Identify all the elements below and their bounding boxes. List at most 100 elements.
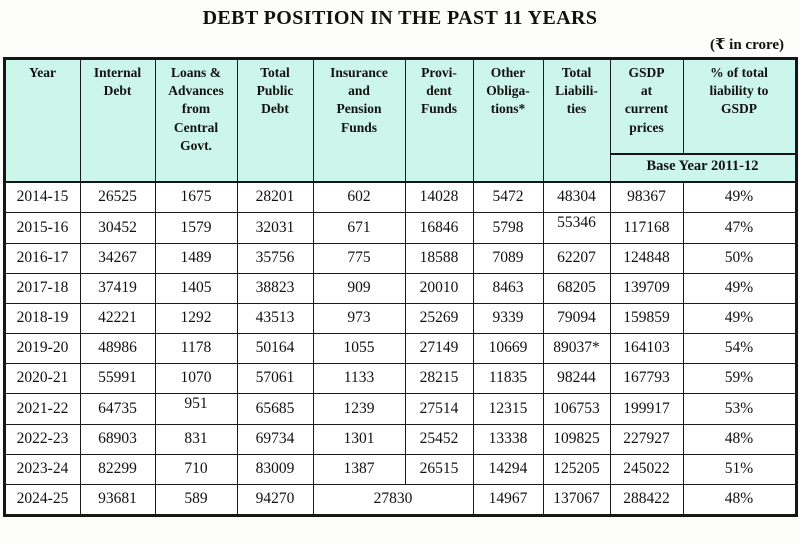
cell-loans_advances: 1405: [154, 272, 238, 304]
cell-insurance-provident-merged: 27830: [312, 483, 474, 516]
table-row: 2023-24 82299 710 83009 1387 26515 14294 125205…: [3, 453, 797, 485]
cell-provident: 20010: [404, 272, 474, 304]
page-title: DEBT POSITION IN THE PAST 11 YEARS: [202, 7, 598, 29]
cell-year: 2017-18: [3, 272, 81, 304]
header-row: Year Internal Debt Loans & Advances from C…: [3, 58, 797, 183]
cell-pct_gsdp: 50%: [682, 242, 797, 274]
cell-provident: 27514: [404, 392, 474, 425]
cell-insurance_pension: 1239: [312, 392, 406, 425]
cell-pct_gsdp: 59%: [682, 362, 797, 394]
cell-loans_advances: 1489: [154, 242, 238, 274]
cell-year: 2018-19: [3, 302, 81, 334]
cell-total_public_debt: 94270: [236, 483, 314, 516]
cell-other_obligations: 13338: [472, 423, 544, 455]
cell-internal_debt: 26525: [79, 181, 156, 213]
cell-internal_debt: 48986: [79, 332, 156, 364]
cell-internal_debt: 42221: [79, 302, 156, 334]
cell-internal_debt: 37419: [79, 272, 156, 304]
cell-internal_debt: 93681: [79, 483, 156, 516]
cell-gsdp: 245022: [609, 453, 684, 485]
cell-other_obligations: 14967: [472, 483, 544, 516]
cell-insurance_pension: 973: [312, 302, 406, 334]
cell-total_liabilities: 62207: [542, 242, 611, 274]
cell-total_liabilities: 125205: [542, 453, 611, 485]
col-header-other_obligations: Other Obliga- tions*: [472, 58, 544, 183]
table-row: 2024-25 93681 589 94270 27830 14967 137067 2884…: [3, 483, 797, 516]
cell-insurance_pension: 671: [312, 211, 406, 244]
cell-year: 2015-16: [3, 211, 81, 244]
cell-year: 2016-17: [3, 242, 81, 274]
cell-year: 2014-15: [3, 181, 81, 213]
cell-total_public_debt: 38823: [236, 272, 314, 304]
cell-total_liabilities: 89037*: [542, 332, 611, 364]
cell-pct_gsdp: 48%: [682, 423, 797, 455]
cell-loans_advances: 1292: [154, 302, 238, 334]
cell-year: 2024-25: [3, 483, 81, 516]
cell-loans_advances: 589: [154, 483, 238, 516]
cell-gsdp: 117168: [609, 211, 684, 244]
cell-other_obligations: 9339: [472, 302, 544, 334]
cell-total_liabilities: 137067: [542, 483, 611, 516]
col-header-pct_gsdp: % of total liability to GSDP: [682, 58, 797, 155]
col-header-insurance_pension: Insurance and Pension Funds: [312, 58, 406, 183]
cell-insurance_pension: 1387: [312, 453, 406, 485]
cell-pct_gsdp: 49%: [682, 302, 797, 334]
cell-total_liabilities: 79094: [542, 302, 611, 334]
cell-total_public_debt: 69734: [236, 423, 314, 455]
cell-other_obligations: 5472: [472, 181, 544, 213]
cell-other_obligations: 8463: [472, 272, 544, 304]
cell-total_public_debt: 65685: [236, 392, 314, 425]
cell-pct_gsdp: 51%: [682, 453, 797, 485]
cell-year: 2021-22: [3, 392, 81, 425]
cell-other_obligations: 12315: [472, 392, 544, 425]
cell-insurance_pension: 1133: [312, 362, 406, 394]
cell-internal_debt: 34267: [79, 242, 156, 274]
table-row: 2017-18 37419 1405 38823 909 20010 8463 68205 13…: [3, 272, 797, 304]
cell-provident: 16846: [404, 211, 474, 244]
cell-loans_advances: 1178: [154, 332, 238, 364]
cell-total_liabilities: 55346: [542, 211, 611, 244]
cell-total_public_debt: 57061: [236, 362, 314, 394]
cell-total_liabilities: 109825: [542, 423, 611, 455]
col-header-gsdp: GSDP at current prices: [609, 58, 684, 155]
cell-internal_debt: 55991: [79, 362, 156, 394]
cell-gsdp: 139709: [609, 272, 684, 304]
cell-total_public_debt: 28201: [236, 181, 314, 213]
cell-loans_advances: 1579: [154, 211, 238, 244]
cell-loans_advances: 1070: [154, 362, 238, 394]
cell-other_obligations: 11835: [472, 362, 544, 394]
cell-loans_advances: 951: [154, 392, 238, 425]
table-row: 2014-15 26525 1675 28201 602 14028 5472 48304 98…: [3, 181, 797, 213]
cell-other_obligations: 10669: [472, 332, 544, 364]
cell-pct_gsdp: 48%: [682, 483, 797, 516]
cell-year: 2019-20: [3, 332, 81, 364]
cell-total_public_debt: 32031: [236, 211, 314, 244]
cell-provident: 26515: [404, 453, 474, 485]
cell-total_liabilities: 106753: [542, 392, 611, 425]
cell-year: 2022-23: [3, 423, 81, 455]
cell-total_liabilities: 68205: [542, 272, 611, 304]
cell-internal_debt: 82299: [79, 453, 156, 485]
cell-pct_gsdp: 54%: [682, 332, 797, 364]
cell-gsdp: 124848: [609, 242, 684, 274]
cell-provident: 27149: [404, 332, 474, 364]
col-header-loans_advances: Loans & Advances from Central Govt.: [154, 58, 238, 183]
table-row: 2020-21 55991 1070 57061 1133 28215 11835 98244…: [3, 362, 797, 394]
col-header-total_public_debt: Total Public Debt: [236, 58, 314, 183]
cell-year: 2023-24: [3, 453, 81, 485]
cell-gsdp: 227927: [609, 423, 684, 455]
cell-provident: 14028: [404, 181, 474, 213]
cell-provident: 18588: [404, 242, 474, 274]
cell-loans_advances: 831: [154, 423, 238, 455]
cell-insurance_pension: 1301: [312, 423, 406, 455]
table-row: 2019-20 48986 1178 50164 1055 27149 10669 89037…: [3, 332, 797, 364]
cell-insurance_pension: 1055: [312, 332, 406, 364]
cell-provident: 25269: [404, 302, 474, 334]
col-header-provident: Provi- dent Funds: [404, 58, 474, 183]
cell-total_public_debt: 50164: [236, 332, 314, 364]
debt-table: Year Internal Debt Loans & Advances from C…: [2, 57, 798, 517]
col-header-year: Year: [3, 58, 81, 183]
cell-total_liabilities: 48304: [542, 181, 611, 213]
col-header-total_liabilities: Total Liabili- ties: [542, 58, 611, 183]
